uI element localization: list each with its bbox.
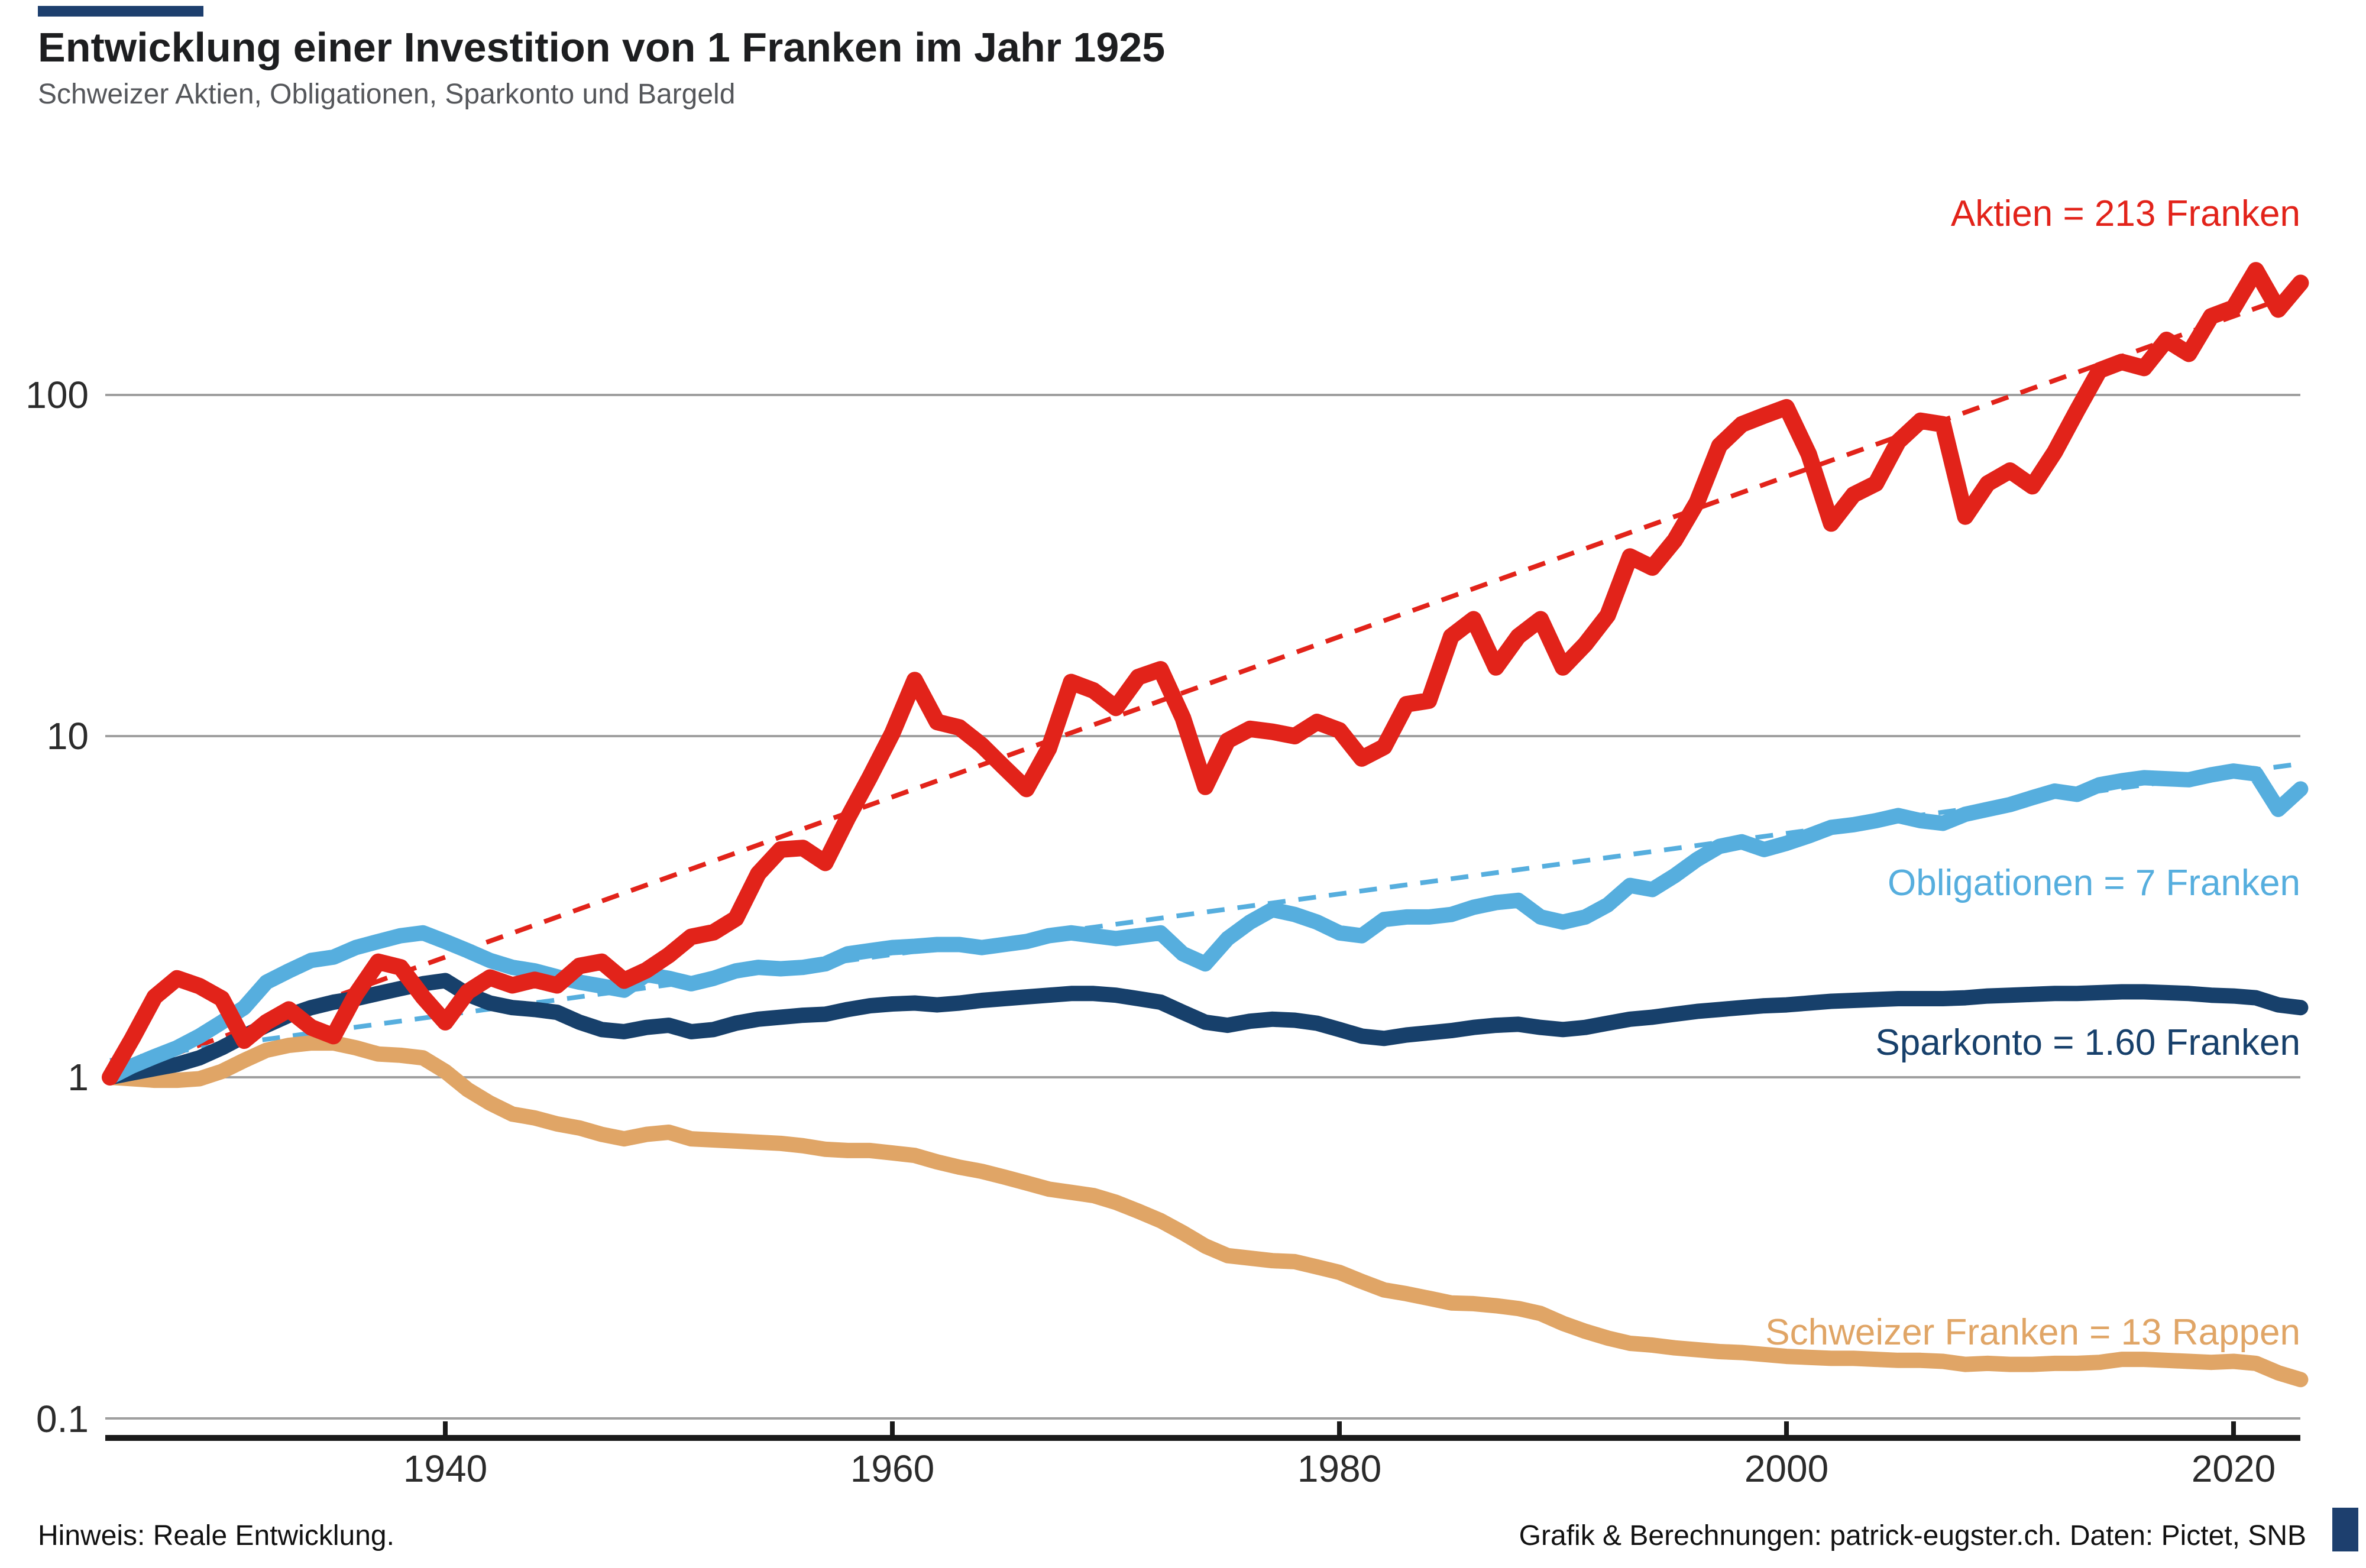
accent-bar <box>38 6 203 17</box>
series-line-sparkonto <box>102 973 2309 1085</box>
series-line-obligationen <box>102 763 2309 1085</box>
footnote: Hinweis: Reale Entwicklung. <box>38 1520 394 1551</box>
series-label-sparkonto: Sparkonto = 1.60 Franken <box>1875 1022 2300 1063</box>
chart-title: Entwicklung einer Investition von 1 Fran… <box>38 24 1166 70</box>
x-axis-label-1980: 1980 <box>1297 1447 1382 1490</box>
x-axis-label-2000: 2000 <box>1744 1447 1829 1490</box>
y-axis-label-10: 10 <box>46 715 89 757</box>
y-axis-label-100: 100 <box>25 374 89 416</box>
x-axis-label-1940: 1940 <box>403 1447 488 1490</box>
series-line-schweizer-franken-bargeld <box>102 1035 2309 1388</box>
series-label-obligationen: Obligationen = 7 Franken <box>1888 863 2300 903</box>
credit-line: Grafik & Berechnungen: patrick-eugster.c… <box>1519 1520 2306 1551</box>
x-axis-label-2020: 2020 <box>2191 1447 2276 1490</box>
series-line-aktien <box>102 262 2309 1086</box>
y-axis-label-0-1: 0.1 <box>36 1398 89 1440</box>
series-label-schweizer-franken: Schweizer Franken = 13 Rappen <box>1765 1312 2300 1353</box>
footer-accent-square <box>2332 1508 2358 1551</box>
x-axis-label-1960: 1960 <box>850 1447 935 1490</box>
y-axis-label-1: 1 <box>67 1056 89 1099</box>
chart-subtitle: Schweizer Aktien, Obligationen, Sparkont… <box>38 79 736 110</box>
series-label-aktien: Aktien = 213 Franken <box>1950 193 2300 234</box>
